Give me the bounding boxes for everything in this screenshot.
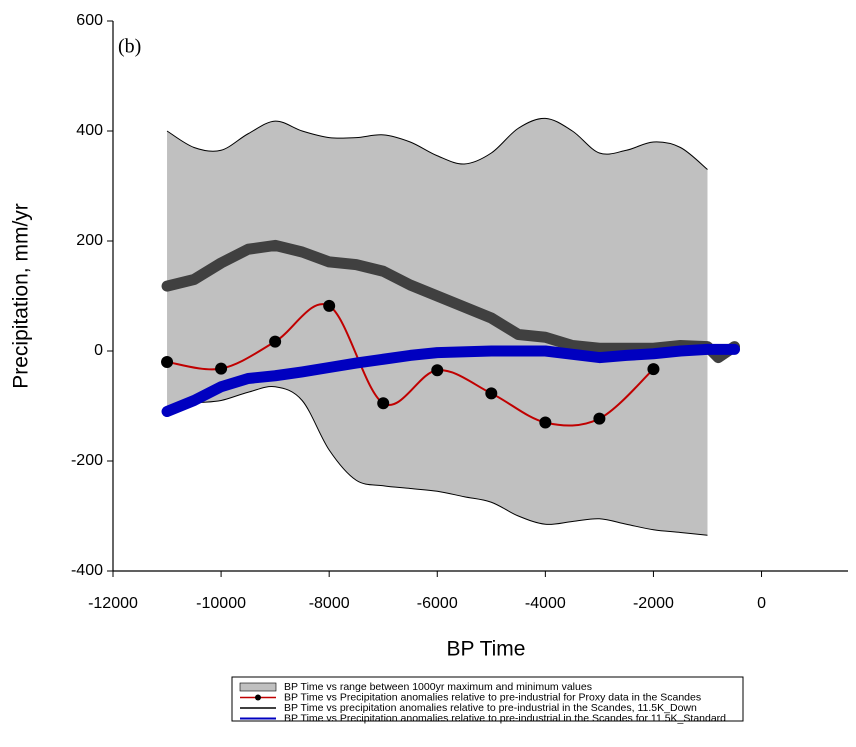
- x-tick-label: -2000: [633, 595, 674, 612]
- data-point: [161, 356, 174, 368]
- legend-label: BP Time vs Precipitation anomalies relat…: [284, 691, 701, 703]
- data-point: [647, 363, 660, 376]
- x-tick-label: -10000: [196, 595, 246, 612]
- annotation: (b): [118, 36, 141, 58]
- x-tick-label: -4000: [525, 595, 566, 612]
- x-tick-label: -12000: [88, 595, 138, 612]
- range-band: [167, 118, 708, 536]
- data-point: [377, 397, 390, 410]
- data-point: [215, 362, 228, 375]
- x-axis-title: BP Time: [447, 638, 526, 661]
- y-tick-label: -200: [71, 452, 103, 469]
- y-tick-label: 0: [94, 342, 103, 359]
- legend-label: BP Time vs precipitation anomalies relat…: [284, 702, 697, 714]
- data-point: [593, 412, 606, 425]
- series-line: [166, 303, 655, 427]
- legend-label: BP Time vs Precipitation anomalies relat…: [284, 712, 726, 724]
- y-tick-label: 400: [76, 122, 103, 139]
- legend-label: BP Time vs range between 1000yr maximum …: [284, 681, 592, 693]
- band-upper: [166, 117, 708, 170]
- data-point: [539, 416, 552, 429]
- x-tick-label: -8000: [309, 595, 350, 612]
- legend-swatch: [239, 682, 277, 692]
- y-tick-label: 600: [76, 12, 103, 29]
- legend-marker: [255, 694, 261, 701]
- y-tick-label: 200: [76, 232, 103, 249]
- legend-box: [231, 676, 744, 722]
- data-point: [269, 335, 282, 348]
- y-tick-label: -400: [71, 562, 103, 579]
- band-lower: [166, 385, 708, 536]
- data-point: [485, 387, 498, 400]
- y-axis-title: Precipitation, mm/yr: [10, 203, 33, 389]
- data-point: [431, 364, 444, 377]
- x-tick-label: 0: [757, 595, 766, 612]
- data-point: [323, 299, 336, 312]
- series-line: [161, 343, 741, 417]
- x-tick-label: -6000: [417, 595, 458, 612]
